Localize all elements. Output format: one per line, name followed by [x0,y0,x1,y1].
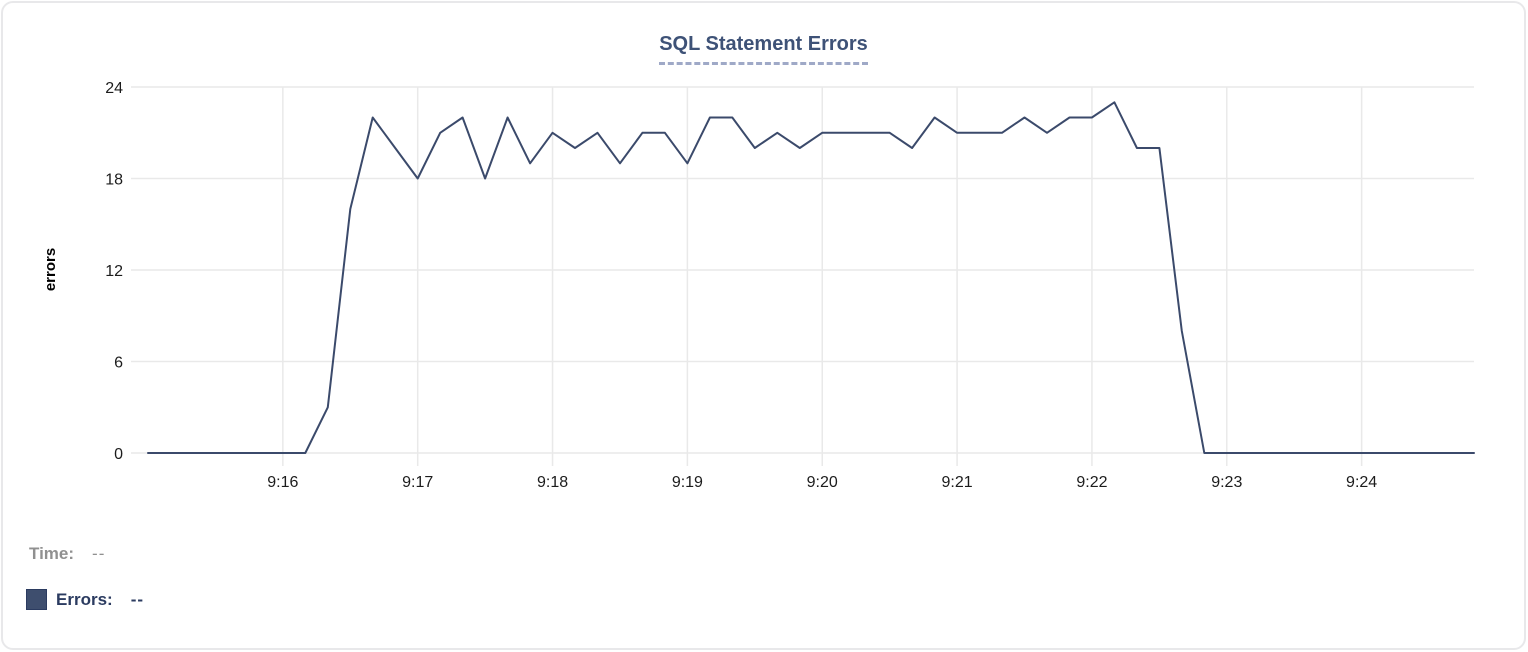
legend-errors-value: -- [130,589,145,609]
errors-series-line [147,101,1475,454]
x-tick-label: 9:23 [1211,474,1242,491]
errors-series-swatch [26,589,47,610]
legend-time-value: -- [92,544,106,563]
legend-errors-label: Errors: [56,589,113,609]
y-axis: 0 6 12 18 24 [105,80,123,463]
legend-time-row: Time: -- [29,544,105,564]
legend-time-label: Time: [29,544,75,563]
x-tick-label: 9:18 [537,474,568,491]
grid [131,86,1474,466]
x-tick-label: 9:22 [1076,474,1107,491]
x-tick-label: 9:16 [267,474,298,491]
x-tick-label: 9:19 [672,474,703,491]
legend-errors-row: Errors: -- [26,589,144,610]
y-tick-label: 18 [105,172,123,189]
x-tick-label: 9:20 [807,474,838,491]
x-tick-label: 9:24 [1346,474,1377,491]
x-axis: 9:16 9:17 9:18 9:19 9:20 9:21 9:22 9:23 9:24 [267,474,1377,491]
chart-title-wrap: SQL Statement Errors [3,33,1524,65]
y-tick-label: 12 [105,263,123,280]
y-tick-label: 6 [114,355,123,372]
x-tick-label: 9:21 [942,474,973,491]
y-tick-label: 0 [114,446,123,463]
y-tick-label: 24 [105,80,123,97]
x-tick-label: 9:17 [402,474,433,491]
chart-title[interactable]: SQL Statement Errors [659,33,868,65]
errors-line-chart[interactable]: 9:16 9:17 9:18 9:19 9:20 9:21 9:22 9:23 9:24 0 6 12… [3,3,1528,513]
